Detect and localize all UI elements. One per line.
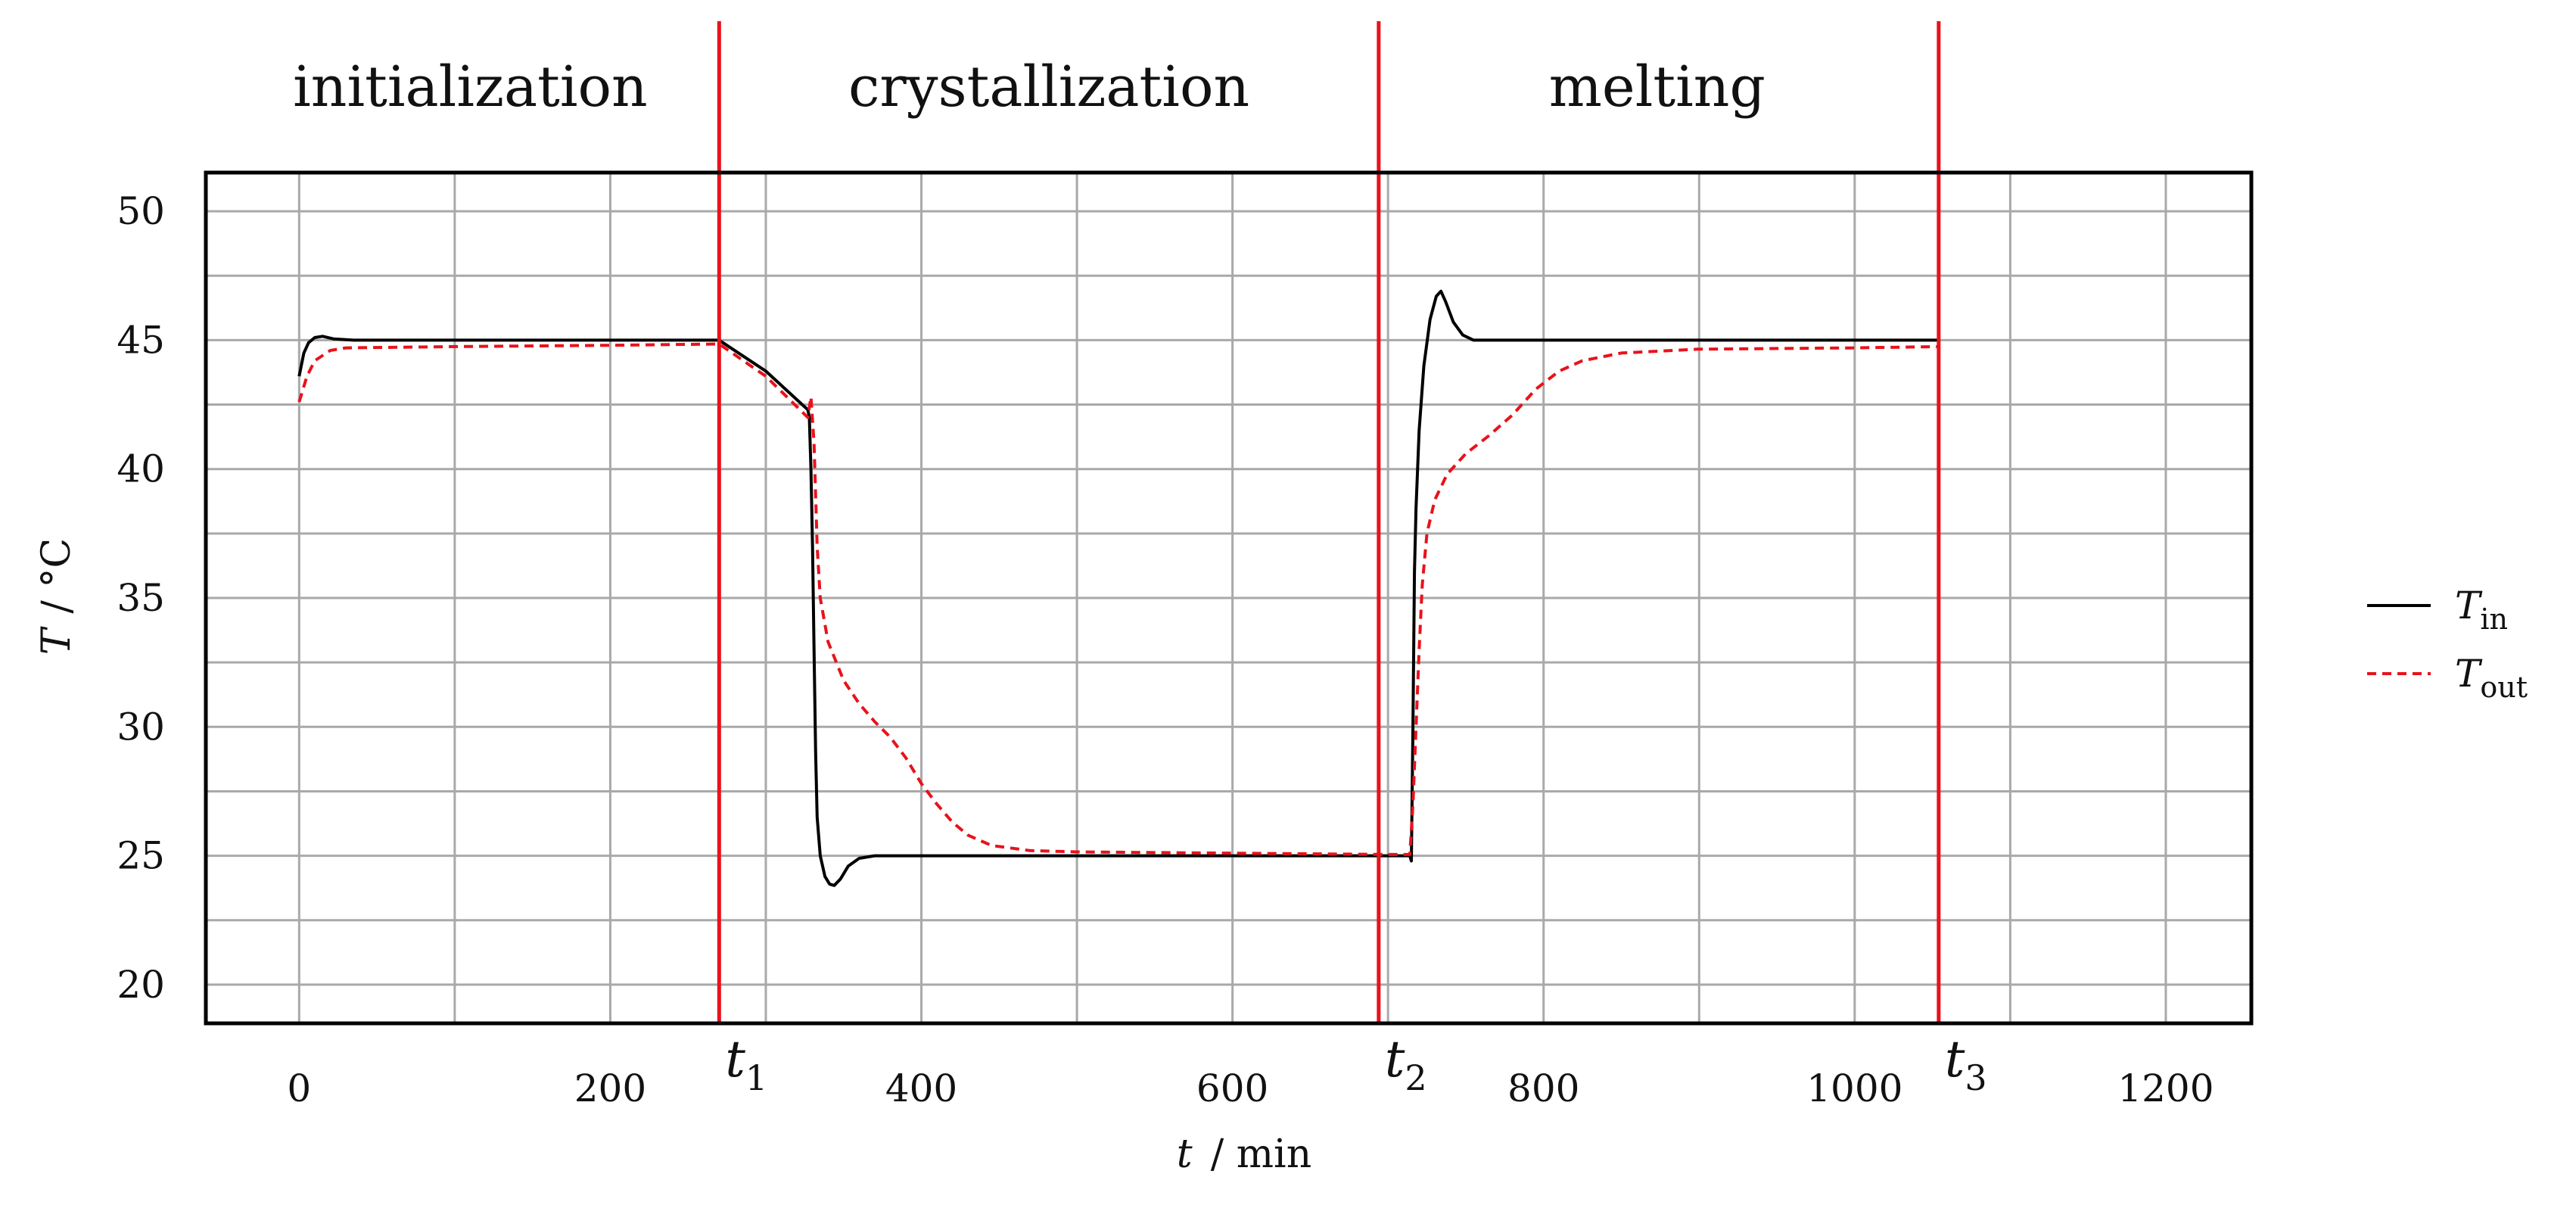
y-tick-label: 25	[117, 834, 165, 878]
legend-label-in: Tin	[2455, 584, 2508, 636]
x-tick-label: 0	[287, 1066, 311, 1110]
y-axis-label: T / °C	[34, 538, 79, 655]
y-tick-label: 35	[117, 576, 165, 620]
phase-marker-label: t3	[1945, 1030, 1987, 1098]
y-tick-label: 30	[117, 705, 165, 749]
y-tick-label: 20	[117, 963, 165, 1007]
legend-var: T	[2455, 652, 2483, 696]
x-tick-label: 1200	[2117, 1066, 2214, 1110]
x-tick-label: 600	[1196, 1066, 1268, 1110]
y-axis-var: T	[34, 626, 79, 655]
x-tick-labels: 0 200 400 600 800 1000 1200	[287, 1066, 2214, 1110]
x-axis-var: t	[1177, 1132, 1193, 1177]
x-axis-label: t / min	[1177, 1132, 1311, 1177]
x-tick-label: 1000	[1806, 1066, 1902, 1110]
y-tick-label: 50	[117, 189, 165, 233]
phase-marker-lines	[717, 21, 1941, 1023]
series-line-out	[297, 342, 1939, 856]
y-axis-unit: / °C	[34, 538, 79, 614]
marker-subscript: 1	[745, 1057, 767, 1098]
phase-label: melting	[1549, 54, 1766, 120]
y-tick-label: 45	[117, 318, 165, 362]
marker-var: t	[1945, 1030, 1965, 1088]
phase-marker-label: t1	[725, 1030, 767, 1098]
marker-var: t	[1385, 1030, 1405, 1088]
x-tick-label: 200	[574, 1066, 646, 1110]
x-tick-label: 400	[885, 1066, 957, 1110]
phase-label: crystallization	[848, 54, 1249, 120]
legend-var: T	[2455, 584, 2483, 627]
phase-label: initialization	[293, 54, 648, 120]
legend-subscript: in	[2480, 602, 2508, 636]
series-layer	[297, 289, 1939, 887]
y-tick-labels: 20 25 30 35 40 45 50	[117, 189, 165, 1007]
phase-labels: initialization crystallization melting	[293, 54, 1766, 120]
y-tick-label: 40	[117, 447, 165, 491]
grid	[206, 173, 2251, 1023]
series-line-in	[297, 289, 1939, 887]
legend-label-out: Tout	[2455, 652, 2528, 704]
phase-marker-labels: t1 t2 t3	[725, 1030, 1986, 1098]
marker-var: t	[725, 1030, 745, 1088]
phase-marker-label: t2	[1385, 1030, 1427, 1098]
plot-frame	[204, 170, 2254, 1026]
x-axis-unit: / min	[1211, 1132, 1311, 1177]
marker-subscript: 2	[1405, 1057, 1426, 1098]
legend-subscript: out	[2480, 671, 2528, 704]
x-tick-label: 800	[1507, 1066, 1579, 1110]
marker-subscript: 3	[1965, 1057, 1986, 1098]
